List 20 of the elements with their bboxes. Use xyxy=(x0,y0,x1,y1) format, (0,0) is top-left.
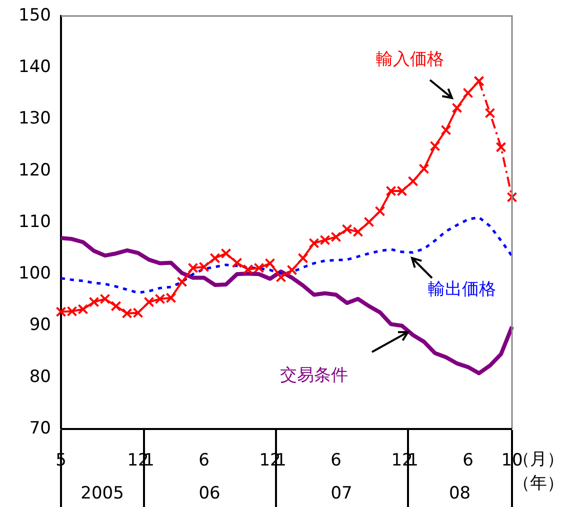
y-tick-label: 90 xyxy=(29,315,51,336)
y-tick-label: 70 xyxy=(29,418,51,438)
text: 交易条件 xyxy=(280,365,348,386)
x-tick-label: 6 xyxy=(198,450,210,471)
y-tick-label: 100 xyxy=(18,264,51,284)
text: 06 xyxy=(198,483,220,504)
y-tick-label: 140 xyxy=(18,57,51,78)
text: （年） xyxy=(513,473,564,494)
y-tick-label: 120 xyxy=(18,160,51,180)
series-label: 輸入価格 xyxy=(376,49,444,70)
y-tick-label: 110 xyxy=(18,212,51,232)
series-label: 輸出価格 xyxy=(428,279,496,300)
y-tick-label: 130 xyxy=(18,108,51,129)
x-tick-label: 6 xyxy=(330,450,342,471)
text: 08 xyxy=(448,483,471,504)
x-tick-label: 6 xyxy=(462,450,474,471)
text: 2005 xyxy=(80,483,124,504)
y-tick-label: 150 xyxy=(18,5,51,26)
y-tick-label: 80 xyxy=(29,366,51,387)
text: 07 xyxy=(330,483,352,504)
